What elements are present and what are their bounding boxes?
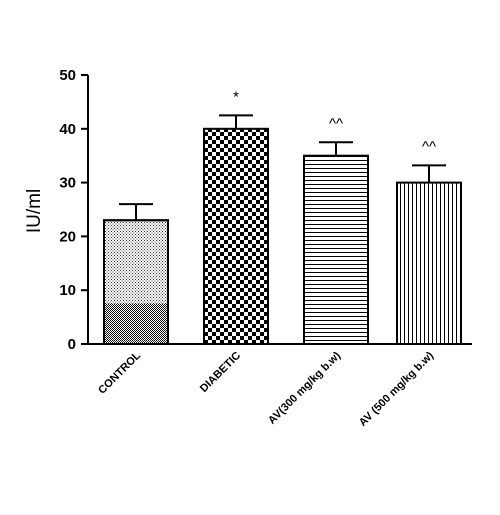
y-tick-label: 0 [68, 336, 76, 353]
bar-3 [396, 181, 462, 345]
x-tick-label: AV (500 mg/kg b.w) [357, 349, 436, 428]
x-tick-labels: CONTROL DIABETIC AV(300 mg/kg b.w) AV (500 … [96, 349, 436, 428]
x-tick-label: AV(300 mg/kg b.w) [266, 349, 343, 426]
y-ticks: 0 10 20 30 40 50 [59, 67, 88, 353]
y-tick-label: 40 [59, 121, 76, 138]
bar-1 [203, 127, 269, 345]
bars: * ^^ ^^ [103, 88, 462, 345]
bar-2 [303, 154, 369, 345]
significance-mark-1: * [233, 88, 239, 105]
y-tick-label: 50 [59, 67, 76, 84]
significance-mark-2: ^^ [329, 115, 343, 132]
y-tick-label: 30 [59, 175, 76, 192]
significance-mark-3: ^^ [422, 138, 436, 155]
y-tick-label: 20 [59, 228, 76, 245]
bar-0-dense-fill [105, 303, 167, 343]
y-tick-label: 10 [59, 282, 76, 299]
x-tick-label: CONTROL [96, 349, 143, 396]
x-tick-label: DIABETIC [198, 350, 243, 395]
y-axis-label: IU/ml [24, 189, 45, 233]
